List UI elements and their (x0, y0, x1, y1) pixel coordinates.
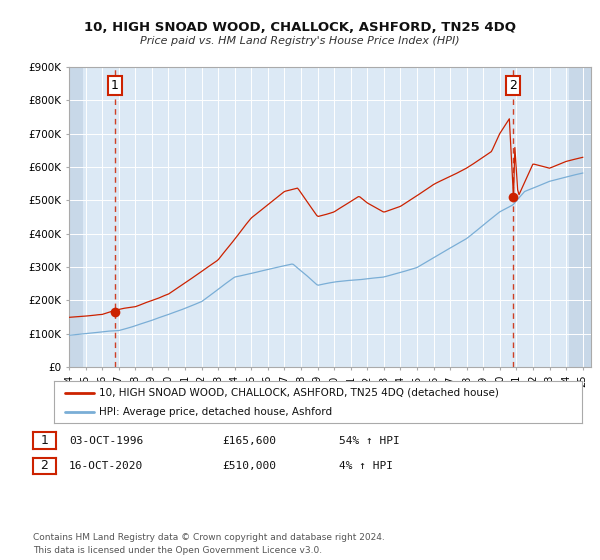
Text: Contains HM Land Registry data © Crown copyright and database right 2024.
This d: Contains HM Land Registry data © Crown c… (33, 533, 385, 554)
Text: Price paid vs. HM Land Registry's House Price Index (HPI): Price paid vs. HM Land Registry's House … (140, 36, 460, 46)
Text: £510,000: £510,000 (222, 461, 276, 471)
Text: 16-OCT-2020: 16-OCT-2020 (69, 461, 143, 471)
Text: 10, HIGH SNOAD WOOD, CHALLOCK, ASHFORD, TN25 4DQ (detached house): 10, HIGH SNOAD WOOD, CHALLOCK, ASHFORD, … (99, 388, 499, 398)
Text: 4% ↑ HPI: 4% ↑ HPI (339, 461, 393, 471)
Text: £165,600: £165,600 (222, 436, 276, 446)
Text: HPI: Average price, detached house, Ashford: HPI: Average price, detached house, Ashf… (99, 407, 332, 417)
Text: 10, HIGH SNOAD WOOD, CHALLOCK, ASHFORD, TN25 4DQ: 10, HIGH SNOAD WOOD, CHALLOCK, ASHFORD, … (84, 21, 516, 34)
Text: 03-OCT-1996: 03-OCT-1996 (69, 436, 143, 446)
Text: 54% ↑ HPI: 54% ↑ HPI (339, 436, 400, 446)
Text: 1: 1 (110, 79, 119, 92)
Text: 2: 2 (40, 459, 49, 473)
Text: 2: 2 (509, 79, 517, 92)
Text: 1: 1 (40, 434, 49, 447)
